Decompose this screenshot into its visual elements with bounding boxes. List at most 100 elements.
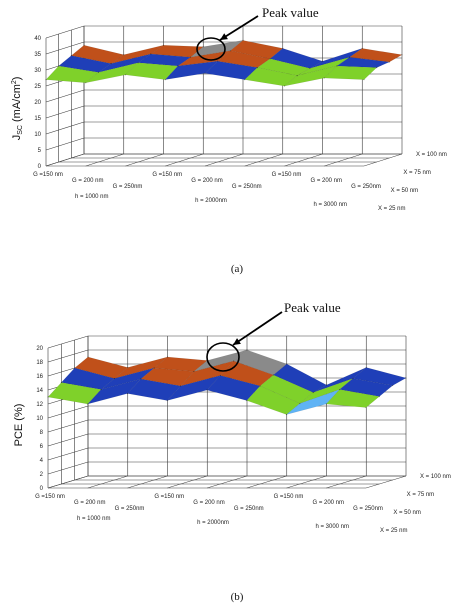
depth-label: X = 25 nm xyxy=(378,206,406,212)
gridline xyxy=(165,153,204,167)
category-label: G = 250nm xyxy=(353,506,383,512)
arrow-head xyxy=(220,33,228,40)
category-label: G = 200 nm xyxy=(312,500,344,506)
gridline xyxy=(167,475,208,489)
data-point xyxy=(162,44,165,46)
category-label: G =150 nm xyxy=(152,172,182,178)
data-point xyxy=(338,388,341,391)
z-axis-ticks: 0 2 4 6 8 10 12 14 16 18 20 xyxy=(36,346,43,492)
data-point xyxy=(378,395,380,398)
data-point xyxy=(193,370,195,373)
category-label: G =150 nm xyxy=(274,494,304,500)
data-point xyxy=(363,79,365,81)
data-point xyxy=(166,399,168,402)
z-tick-label: 12 xyxy=(36,402,43,408)
z-tick-label: 5 xyxy=(38,148,42,154)
data-point xyxy=(352,377,354,380)
depth-label: X = 75 nm xyxy=(407,492,435,498)
z-tick-label: 0 xyxy=(40,486,44,492)
category-label: G = 200 nm xyxy=(191,178,223,184)
data-point xyxy=(177,65,179,67)
z-tick-label: 15 xyxy=(34,116,41,122)
z-tick-label: 18 xyxy=(36,360,43,366)
gridline xyxy=(363,153,403,167)
gridline xyxy=(204,153,244,167)
data-point xyxy=(166,356,169,358)
data-point xyxy=(140,378,142,380)
data-point xyxy=(242,39,244,42)
surface-patch xyxy=(339,378,394,397)
data-point xyxy=(269,58,271,60)
surface-patch xyxy=(325,389,380,408)
depth-label: X = 25 nm xyxy=(380,528,408,534)
data-point xyxy=(124,74,127,76)
data-point xyxy=(229,50,231,52)
gridline xyxy=(45,153,85,167)
peak-label: Peak value xyxy=(284,300,341,315)
z-tick-label: 0 xyxy=(38,164,42,170)
category-label: G = 200 nm xyxy=(72,178,104,184)
gridline xyxy=(47,433,406,447)
z-tick-label: 14 xyxy=(36,388,43,394)
depth-label: X = 75 nm xyxy=(403,170,431,176)
data-point xyxy=(323,77,325,79)
category-labels: G =150 nm G = 200 nm G = 250nm G =150 nm G =… xyxy=(35,494,383,530)
data-point xyxy=(321,60,324,62)
data-point xyxy=(189,56,192,58)
gridline xyxy=(45,137,402,151)
data-point xyxy=(113,377,116,380)
data-point xyxy=(219,374,221,377)
surface-patch xyxy=(323,65,378,80)
z-tick-label: 10 xyxy=(36,416,43,422)
data-point xyxy=(123,54,125,56)
z-tick-label: 16 xyxy=(36,374,43,380)
z-tick-label: 6 xyxy=(40,444,44,450)
data-point xyxy=(282,47,284,50)
data-point xyxy=(60,381,62,384)
z-tick-label: 25 xyxy=(34,84,41,90)
data-point xyxy=(309,67,311,69)
z-tick-label: 20 xyxy=(34,100,41,106)
category-label: G = 200 nm xyxy=(74,500,106,506)
data-point xyxy=(348,56,351,58)
group-label: h = 1000 nm xyxy=(75,194,109,200)
category-label: G =150 nm xyxy=(272,172,302,178)
data-point xyxy=(244,79,246,81)
data-point xyxy=(179,385,182,387)
z-tick-label: 10 xyxy=(34,132,41,138)
gridline xyxy=(286,475,327,489)
category-label: G =150 nm xyxy=(33,172,63,178)
data-point xyxy=(204,72,206,74)
z-tick-label: 30 xyxy=(34,68,41,74)
peak-circle xyxy=(196,37,226,61)
category-label: G = 200 nm xyxy=(193,500,225,506)
gridline xyxy=(45,121,402,135)
data-point xyxy=(164,79,166,81)
z-tick-label: 2 xyxy=(40,472,44,478)
panel-caption: (a) xyxy=(231,263,244,275)
surface xyxy=(45,39,403,87)
z-axis-title: PCE (%) xyxy=(13,404,25,447)
gridline xyxy=(125,153,164,167)
data-point xyxy=(217,60,219,62)
gridline xyxy=(284,153,323,167)
gridline xyxy=(87,475,128,489)
depth-labels: X = 25 nm X = 50 nm X = 75 nm X = 100 nm xyxy=(380,474,451,534)
data-point xyxy=(388,61,390,63)
data-point xyxy=(361,47,363,50)
data-point xyxy=(126,392,129,395)
gridline xyxy=(324,153,363,167)
data-point xyxy=(110,63,112,65)
depth-labels: X = 25 nm X = 50 nm X = 75 nm X = 100 nm xyxy=(378,152,447,212)
data-point xyxy=(87,403,89,405)
data-point xyxy=(325,403,327,405)
gridline xyxy=(47,419,406,433)
data-point xyxy=(246,349,248,351)
data-point xyxy=(70,55,72,57)
group-label: h = 2000nm xyxy=(197,520,229,526)
group-label: h = 1000 nm xyxy=(77,516,111,522)
z-tick-label: 35 xyxy=(34,52,41,58)
gridline xyxy=(365,475,407,489)
gridline xyxy=(206,475,248,489)
data-point xyxy=(85,82,87,84)
